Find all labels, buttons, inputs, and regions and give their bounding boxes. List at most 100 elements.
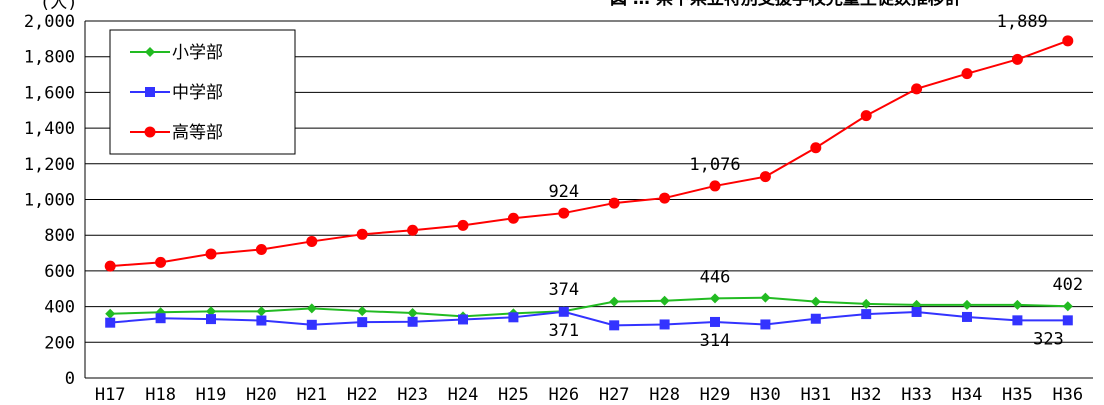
data-point — [356, 228, 368, 240]
x-tick-label: H36 — [1052, 385, 1083, 405]
legend-label: 小学部 — [172, 43, 223, 63]
x-tick-label: H18 — [145, 385, 176, 405]
data-point — [1012, 315, 1023, 326]
data-label: 371 — [548, 321, 579, 341]
data-point — [810, 142, 822, 154]
data-point — [609, 296, 620, 307]
data-point — [206, 306, 216, 317]
series-line — [110, 39, 1069, 268]
data-point — [860, 110, 872, 122]
x-tick-label: H30 — [750, 385, 781, 405]
x-tick-label: H22 — [347, 385, 378, 405]
data-point — [659, 319, 670, 330]
data-point — [256, 315, 267, 326]
data-point — [1062, 315, 1073, 326]
data-point — [306, 235, 318, 247]
data-point — [861, 309, 872, 320]
y-tick-label: 600 — [44, 262, 75, 282]
data-point — [145, 87, 155, 97]
x-tick-label: H34 — [952, 385, 983, 405]
data-point — [256, 306, 267, 317]
data-point — [810, 313, 821, 324]
data-point — [206, 314, 216, 325]
x-tick-label: H29 — [700, 385, 731, 405]
data-point — [1062, 301, 1073, 312]
x-tick-label: H21 — [296, 385, 327, 405]
x-tick-label: H35 — [1002, 385, 1033, 405]
x-tick-label: H25 — [498, 385, 529, 405]
data-point — [710, 316, 720, 327]
data-point — [659, 192, 671, 204]
data-point — [558, 306, 569, 317]
data-label: 446 — [700, 267, 731, 287]
axes — [84, 21, 1093, 379]
data-point — [306, 303, 317, 314]
legend-label: 高等部 — [172, 123, 223, 143]
data-point — [810, 296, 821, 307]
data-point — [458, 314, 468, 325]
x-tick-label: H33 — [901, 385, 932, 405]
x-tick-label: H32 — [851, 385, 882, 405]
data-point — [508, 312, 519, 323]
y-tick-label: 1,800 — [24, 48, 75, 68]
y-tick-label: 1,200 — [24, 155, 75, 175]
data-point — [962, 311, 972, 322]
data-point — [911, 83, 923, 95]
data-point — [105, 317, 116, 328]
data-point — [105, 308, 116, 319]
data-label: 924 — [548, 182, 579, 202]
data-point — [760, 319, 771, 330]
data-point — [155, 313, 166, 324]
data-point — [659, 295, 670, 306]
y-tick-label: 400 — [44, 298, 75, 318]
data-point — [306, 319, 317, 330]
data-point — [457, 219, 469, 231]
y-tick-label: 1,000 — [24, 191, 75, 211]
series-1 — [105, 306, 1073, 331]
data-point — [357, 317, 368, 328]
data-label: 1,076 — [689, 155, 740, 175]
data-labels: 924 1,076 1,889 374 446 402 371 314 323 — [548, 12, 1083, 351]
x-tick-label: H27 — [599, 385, 630, 405]
x-tick-label: H17 — [95, 385, 126, 405]
x-tick-label: H31 — [800, 385, 831, 405]
y-axis-ticks: 0 200 400 600 800 1,000 1,200 1,400 1,600 1,800 2,… — [24, 12, 75, 389]
data-point — [507, 212, 519, 224]
data-point — [760, 292, 771, 303]
y-tick-label: 0 — [65, 369, 75, 389]
series-2 — [104, 35, 1074, 272]
series-line — [110, 310, 1068, 327]
data-point — [205, 248, 217, 260]
data-point — [911, 306, 922, 317]
y-tick-label: 800 — [44, 226, 75, 246]
data-point — [255, 243, 267, 255]
x-tick-label: H19 — [196, 385, 227, 405]
x-tick-label: H20 — [246, 385, 277, 405]
chart-title: 図 … 県下県立特別支援学校児童生徒数推移計 — [610, 0, 962, 9]
data-point — [759, 171, 771, 183]
y-tick-label: 1,600 — [24, 83, 75, 103]
data-point — [609, 320, 620, 331]
legend-entry: 小学部 — [130, 43, 223, 63]
y-tick-label: 1,400 — [24, 119, 75, 139]
data-point — [155, 256, 167, 268]
x-tick-label: H24 — [448, 385, 479, 405]
data-label: 323 — [1033, 329, 1064, 349]
data-point — [709, 180, 721, 192]
data-point — [144, 126, 156, 138]
data-label: 374 — [548, 280, 579, 300]
data-point — [608, 197, 620, 209]
data-point — [145, 47, 155, 57]
x-axis-ticks: H17 H18 H19 H20 H21 H22 H23 H24 H25 H26 H27 H28 H29 H… — [95, 385, 1083, 405]
y-axis-unit-label: (人) — [40, 0, 77, 13]
x-tick-label: H28 — [649, 385, 680, 405]
data-point — [407, 224, 419, 236]
y-tick-label: 2,000 — [24, 12, 75, 32]
data-label: 314 — [700, 331, 731, 351]
legend-label: 中学部 — [172, 83, 223, 103]
series-line — [110, 296, 1068, 318]
data-point — [1011, 53, 1023, 65]
data-point — [1012, 299, 1023, 310]
